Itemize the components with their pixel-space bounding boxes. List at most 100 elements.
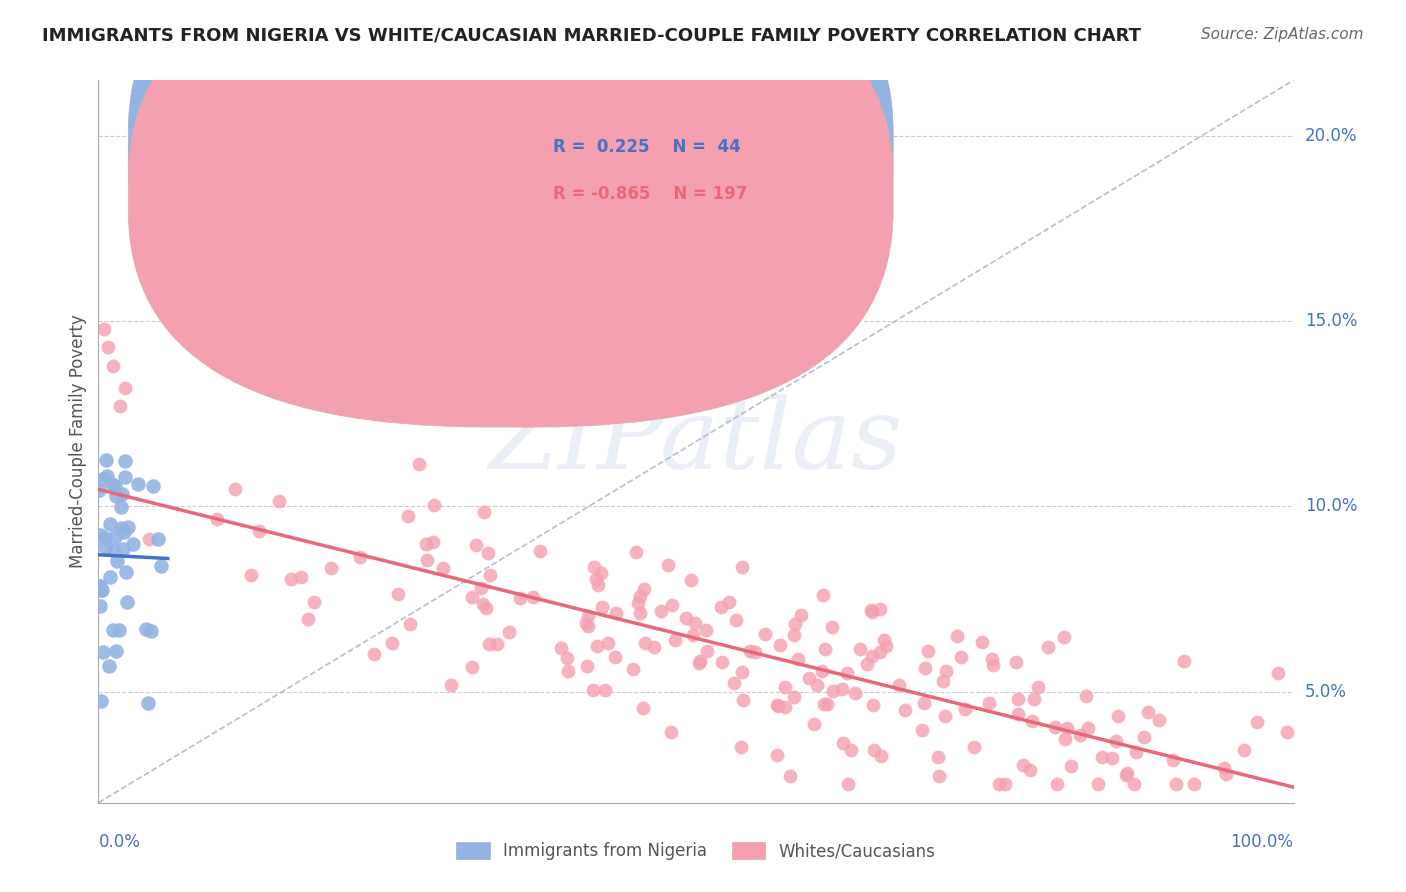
Point [738, 643, 761, 657]
Point [117, 520, 139, 534]
Point [894, 702, 917, 716]
Point [239, 568, 262, 582]
Point [582, 559, 605, 574]
Point [224, 482, 246, 496]
Point [302, 595, 325, 609]
Point [111, 542, 134, 557]
Point [1043, 720, 1066, 734]
Point [89, 528, 111, 542]
Point [731, 665, 754, 680]
Point [114, 453, 136, 467]
Point [1164, 777, 1187, 791]
Point [1122, 777, 1144, 791]
Point [110, 500, 132, 515]
Point [754, 627, 776, 641]
Point [806, 678, 828, 692]
Point [141, 624, 163, 639]
Point [981, 652, 1004, 666]
Point [98, 570, 121, 584]
Point [769, 638, 792, 652]
Text: ZIPatlas: ZIPatlas [489, 394, 903, 489]
Point [1022, 691, 1045, 706]
Text: R = -0.865    N = 197: R = -0.865 N = 197 [553, 185, 747, 203]
Point [89, 579, 111, 593]
Point [470, 581, 492, 595]
Point [280, 572, 302, 586]
Point [783, 616, 806, 631]
Point [820, 620, 842, 634]
Point [1132, 730, 1154, 744]
Point [349, 549, 371, 564]
Point [994, 777, 1017, 791]
Point [103, 543, 125, 558]
Point [634, 636, 657, 650]
Point [148, 532, 170, 546]
Point [786, 651, 808, 665]
Point [797, 671, 820, 685]
Point [863, 742, 886, 756]
Point [138, 532, 160, 546]
Point [290, 570, 312, 584]
Point [682, 628, 704, 642]
Point [1173, 654, 1195, 668]
Point [550, 641, 572, 656]
Point [856, 657, 879, 671]
Point [631, 701, 654, 715]
Legend: Immigrants from Nigeria, Whites/Caucasians: Immigrants from Nigeria, Whites/Caucasia… [450, 835, 942, 867]
Point [1056, 721, 1078, 735]
Point [1182, 777, 1205, 791]
Point [977, 696, 1000, 710]
Point [135, 622, 157, 636]
Point [910, 723, 932, 737]
Point [659, 725, 682, 739]
Point [582, 683, 605, 698]
Point [396, 509, 419, 524]
Point [1104, 734, 1126, 748]
Point [695, 623, 717, 637]
Point [104, 643, 127, 657]
Point [766, 698, 789, 712]
Text: 20.0%: 20.0% [1305, 127, 1357, 145]
Point [837, 777, 859, 791]
Point [723, 676, 745, 690]
Point [1007, 706, 1029, 721]
Point [1004, 655, 1026, 669]
Point [89, 599, 111, 613]
Point [110, 486, 132, 500]
Point [399, 617, 422, 632]
Point [679, 573, 702, 587]
Point [1267, 666, 1289, 681]
Point [935, 664, 957, 678]
Point [1101, 751, 1123, 765]
Point [112, 525, 135, 540]
Point [633, 582, 655, 596]
Point [509, 591, 531, 606]
Point [576, 658, 599, 673]
Point [416, 553, 439, 567]
Point [104, 479, 127, 493]
Point [1019, 763, 1042, 777]
Text: 100.0%: 100.0% [1230, 833, 1294, 851]
Point [529, 544, 551, 558]
Point [1215, 767, 1237, 781]
Point [114, 470, 136, 484]
FancyBboxPatch shape [128, 0, 893, 427]
Point [464, 538, 486, 552]
Text: R =  0.225    N =  44: R = 0.225 N = 44 [553, 138, 741, 156]
Point [363, 647, 385, 661]
Point [105, 489, 128, 503]
Point [731, 560, 754, 574]
Point [381, 636, 404, 650]
Point [963, 740, 986, 755]
Point [557, 664, 579, 678]
Point [927, 749, 949, 764]
Point [589, 566, 612, 580]
Point [1054, 732, 1077, 747]
Point [766, 747, 789, 762]
Point [1021, 714, 1043, 728]
Point [1077, 721, 1099, 735]
Point [1046, 777, 1069, 791]
Point [114, 381, 136, 395]
Point [683, 616, 706, 631]
Point [522, 590, 544, 604]
